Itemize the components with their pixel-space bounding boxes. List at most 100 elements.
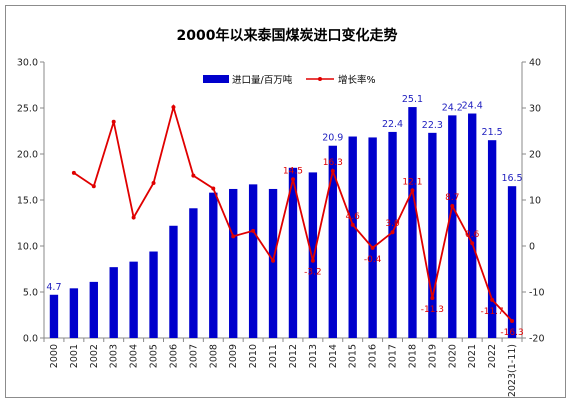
x-tick-label: 2017 (388, 344, 399, 368)
x-tick-label: 2011 (268, 344, 279, 368)
x-tick-label: 2010 (248, 344, 259, 368)
x-tick-label: 2006 (168, 344, 179, 368)
import-bar (229, 188, 238, 338)
growth-value-label: -11.3 (421, 305, 444, 315)
import-bar (248, 184, 258, 338)
growth-point (430, 295, 435, 300)
right-tick-label: -10 (529, 288, 545, 299)
growth-value-label: -3.2 (304, 268, 322, 278)
growth-value-label: 3.0 (385, 219, 400, 229)
import-bar (49, 294, 59, 338)
growth-point (490, 297, 495, 302)
import-bar (209, 192, 218, 338)
right-tick-label: 0 (529, 242, 535, 253)
growth-value-label: 4.6 (346, 212, 361, 222)
x-tick-label: 2003 (109, 344, 120, 368)
import-bar (348, 136, 357, 338)
growth-point (290, 177, 295, 182)
left-tick-label: 15.0 (17, 196, 38, 207)
bar-value-label: 16.5 (501, 173, 522, 184)
x-tick-label: 2001 (69, 344, 80, 368)
growth-value-label: 0.6 (465, 230, 480, 240)
x-tick-label: 2004 (129, 344, 140, 368)
growth-value-label: 16.3 (323, 158, 343, 168)
x-tick-label: 2000 (49, 344, 60, 368)
import-bar (388, 131, 397, 338)
growth-line (71, 103, 515, 323)
growth-value-label: -0.4 (364, 255, 382, 265)
import-bar (507, 186, 517, 338)
x-tick-label: 2009 (228, 344, 239, 368)
legend-line-marker (318, 77, 322, 81)
import-bar (428, 132, 437, 338)
growth-point (370, 245, 375, 250)
x-tick-label: 2015 (348, 344, 359, 368)
growth-point (211, 186, 216, 191)
import-bar (109, 267, 118, 338)
left-tick-label: 25.0 (17, 104, 38, 115)
bar-value-label: 21.5 (482, 127, 503, 138)
import-bar (129, 261, 138, 338)
left-tick-label: 0.0 (23, 334, 38, 345)
legend: 进口量/百万吨 增长率% (203, 74, 376, 86)
x-tick-label: 2019 (427, 344, 438, 368)
import-bar (468, 113, 477, 339)
x-tick-label: 2007 (188, 344, 199, 368)
growth-point (271, 258, 276, 263)
bar-value-label: 24.2 (442, 102, 463, 113)
data-labels: 4.7 20.9 22.4 25.1 22.3 24.224.4 21.5 16.5 14.5 -… (46, 94, 523, 338)
growth-point (330, 169, 335, 174)
growth-value-label: 8.7 (445, 193, 459, 203)
growth-point (510, 318, 515, 323)
import-bar (189, 208, 198, 338)
x-tick-label: 2022 (487, 344, 498, 368)
x-tick-label: 2023(1-11) (507, 344, 518, 397)
right-tick-label: 30 (529, 104, 541, 115)
x-tick-label: 2018 (407, 344, 418, 368)
import-bar (408, 107, 417, 338)
legend-line-label: 增长率% (338, 74, 376, 86)
x-tick-label: 2012 (288, 344, 299, 368)
left-tick-label: 20.0 (17, 150, 38, 161)
import-bar (368, 137, 377, 338)
legend-bar-label: 进口量/百万吨 (232, 74, 293, 86)
bar-value-label: 20.9 (322, 133, 343, 144)
growth-point (390, 230, 395, 235)
growth-point (111, 119, 116, 124)
growth-point (91, 184, 96, 189)
import-bar (169, 225, 178, 338)
growth-point (171, 105, 176, 110)
x-tick-label: 2008 (208, 344, 219, 368)
growth-point (410, 188, 415, 193)
growth-point (310, 258, 315, 263)
left-tick-label: 10.0 (17, 242, 38, 253)
left-tick-label: 5.0 (23, 288, 38, 299)
growth-point (251, 228, 256, 233)
right-tick-label: 20 (529, 150, 541, 161)
right-tick-label: 40 (529, 58, 541, 69)
growth-value-label: -11.7 (480, 307, 503, 317)
import-bar (288, 167, 298, 338)
import-bar (328, 145, 337, 338)
growth-point (350, 222, 355, 227)
import-bar (69, 288, 79, 338)
import-bar (308, 172, 318, 338)
right-tick-label: -20 (529, 334, 545, 345)
growth-point (151, 180, 156, 185)
right-tick-label: 10 (529, 196, 541, 207)
x-tick-label: 2013 (308, 344, 319, 368)
axes: 0.0 5.0 10.0 15.0 20.0 25.0 30.0 -20 -10 0 10 20 30 4… (17, 58, 545, 398)
growth-value-label: -16.3 (500, 328, 523, 338)
legend-bar-swatch (203, 75, 229, 83)
import-bar (448, 115, 457, 338)
import-bar (89, 281, 98, 338)
bar-value-label: 4.7 (46, 282, 61, 293)
bars (49, 107, 517, 339)
growth-point (191, 173, 196, 178)
growth-point (470, 241, 475, 246)
x-tick-label: 2020 (447, 344, 458, 368)
x-tick-label: 2016 (368, 344, 379, 368)
import-bar (487, 140, 497, 338)
import-bar (149, 251, 158, 338)
